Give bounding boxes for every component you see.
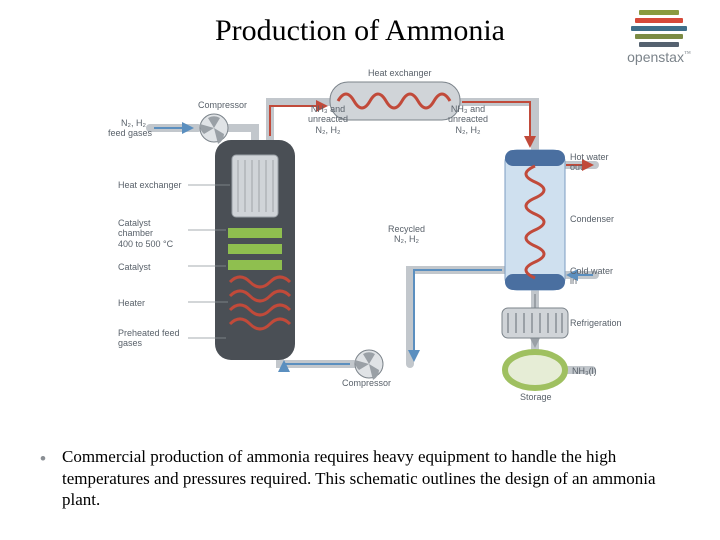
refrigeration-unit	[502, 308, 568, 338]
storage-tank	[505, 352, 565, 388]
lbl-nh3-right: NH₃ and unreacted N₂, H₂	[448, 104, 488, 135]
diagram-svg	[110, 70, 610, 410]
lbl-feed: N₂, H₂ feed gases	[108, 118, 146, 139]
lbl-compressor-bottom: Compressor	[342, 378, 391, 388]
caption-text: Commercial production of ammonia require…	[62, 446, 680, 510]
bullet-icon: •	[40, 448, 46, 469]
lbl-heat-exchanger: Heat exchanger	[118, 180, 182, 190]
condenser	[505, 150, 565, 290]
lbl-condenser: Condenser	[570, 214, 614, 224]
lbl-preheated: Preheated feed gases	[118, 328, 180, 349]
ammonia-plant-diagram: N₂, H₂ feed gases Compressor Heat exchan…	[110, 70, 610, 410]
compressor-top	[200, 114, 228, 144]
lbl-nh3-liquid: NH₃(l)	[572, 366, 597, 376]
lbl-hot-water: Hot water out	[570, 152, 609, 173]
openstax-logo: openstax™	[614, 10, 704, 67]
logo-tm: ™	[684, 50, 691, 58]
logo-bar	[631, 26, 687, 31]
lbl-heat-exchanger-top: Heat exchanger	[368, 68, 432, 78]
logo-bar	[639, 42, 679, 47]
lbl-compressor-top: Compressor	[198, 100, 247, 110]
lbl-catalyst: Catalyst	[118, 262, 151, 272]
page-title: Production of Ammonia	[0, 14, 720, 48]
lbl-refrigeration: Refrigeration	[570, 318, 622, 328]
caption: • Commercial production of ammonia requi…	[40, 446, 680, 510]
compressor-bottom	[355, 350, 383, 380]
logo-bar	[639, 10, 679, 15]
lbl-cold-water: Cold water in	[570, 266, 613, 287]
lbl-recycled: Recycled N₂, H₂	[388, 224, 425, 245]
logo-bar	[635, 34, 683, 39]
lbl-heater: Heater	[118, 298, 145, 308]
logo-bars	[614, 10, 704, 47]
lbl-storage: Storage	[520, 392, 552, 402]
lbl-catalyst-chamber: Catalyst chamber 400 to 500 °C	[118, 218, 173, 249]
reactor-vessel	[215, 140, 295, 360]
logo-bar	[635, 18, 683, 23]
logo-text: openstax	[627, 49, 684, 65]
slide: Production of Ammonia openstax™	[0, 0, 720, 540]
heat-exchanger	[330, 82, 460, 120]
lbl-nh3-left: NH₃ and unreacted N₂, H₂	[308, 104, 348, 135]
